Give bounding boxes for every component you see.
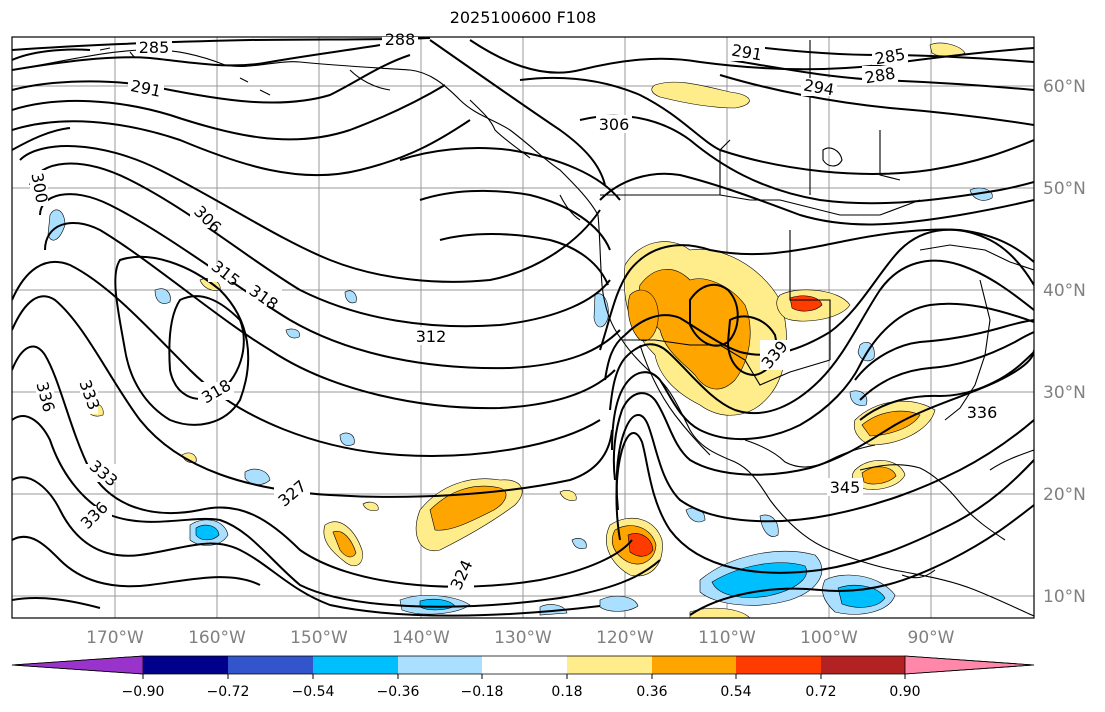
colorbar-tick-label: −0.54 xyxy=(292,684,335,700)
colorbar-tick-label: 0.36 xyxy=(636,684,667,700)
colorbar-tick-label: −0.72 xyxy=(207,684,250,700)
lon-label-130w: 130°W xyxy=(494,628,552,648)
colorbar-bin-9 xyxy=(821,656,905,674)
colorbar-tick-label: −0.90 xyxy=(122,684,165,700)
lon-label-150w: 150°W xyxy=(290,628,348,648)
contour-labels: 285 288 291 291 294 285 288 306 300 306 … xyxy=(27,30,1000,593)
lon-label-140w: 140°W xyxy=(392,628,450,648)
colorbar-tick-label: 0.54 xyxy=(720,684,751,700)
lon-label-110w: 110°W xyxy=(698,628,756,648)
shading-positive xyxy=(84,42,966,618)
colorbar-bin-4 xyxy=(398,656,482,674)
colorbar-extend-low xyxy=(11,655,144,675)
colorbar-bin-6 xyxy=(567,656,652,674)
colorbar-tick-label: 0.90 xyxy=(889,684,920,700)
colorbar-bin-1 xyxy=(143,656,228,674)
colorbar-tick-label: 0.72 xyxy=(805,684,836,700)
contour-label-c336c: 336 xyxy=(967,403,998,422)
lon-label-160w: 160°W xyxy=(188,628,246,648)
colorbar-bin-5 xyxy=(482,656,567,674)
colorbar-bin-2 xyxy=(228,656,313,674)
longitude-labels: 170°W 160°W 150°W 140°W 130°W 120°W 110°… xyxy=(86,628,955,648)
latitude-labels: 60°N 50°N 40°N 30°N 20°N 10°N xyxy=(1043,77,1086,607)
contour-label-c312: 312 xyxy=(416,327,447,346)
map-title: 2025100600 F108 xyxy=(449,8,597,27)
colorbar-bin-7 xyxy=(652,656,736,674)
contour-label-c306a: 306 xyxy=(599,115,630,134)
colorbar-extend-high xyxy=(904,655,1035,675)
contour-label-c345: 345 xyxy=(830,478,861,497)
lon-label-90w: 90°W xyxy=(908,628,955,648)
lat-label-20n: 20°N xyxy=(1043,485,1086,505)
height-contours xyxy=(12,37,1034,617)
lat-label-60n: 60°N xyxy=(1043,77,1086,97)
map-frame xyxy=(11,36,1035,619)
lon-label-170w: 170°W xyxy=(86,628,144,648)
lat-label-40n: 40°N xyxy=(1043,281,1086,301)
contour-label-c288top: 288 xyxy=(385,30,416,49)
colorbar: −0.90 −0.72 −0.54 −0.36 −0.18 0.18 0.36 … xyxy=(11,655,1035,700)
lat-label-10n: 10°N xyxy=(1043,587,1086,607)
colorbar-bin-8 xyxy=(736,656,821,674)
colorbar-tick-label: 0.18 xyxy=(551,684,582,700)
lat-label-30n: 30°N xyxy=(1043,383,1086,403)
lat-label-50n: 50°N xyxy=(1043,179,1086,199)
colorbar-tick-label: −0.36 xyxy=(377,684,420,700)
lon-label-100w: 100°W xyxy=(800,628,858,648)
lon-label-120w: 120°W xyxy=(596,628,654,648)
colorbar-bin-3 xyxy=(313,656,398,674)
contour-label-c285a: 285 xyxy=(139,38,170,57)
colorbar-tick-label: −0.18 xyxy=(461,684,504,700)
